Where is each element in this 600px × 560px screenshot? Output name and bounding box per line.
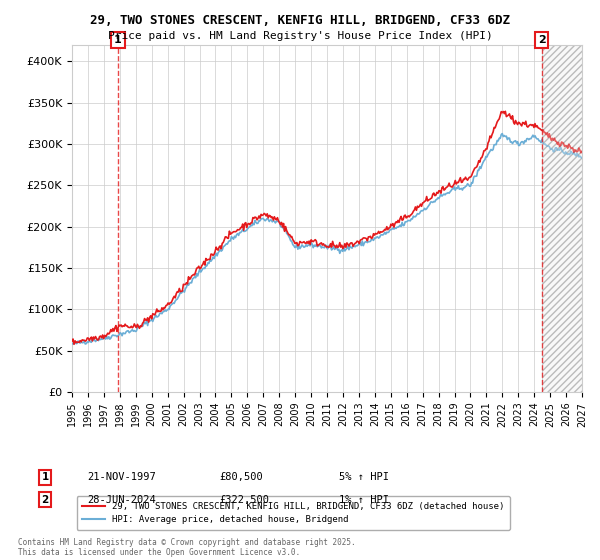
Bar — [542, 45, 582, 392]
Text: £80,500: £80,500 — [219, 472, 263, 482]
Text: 5% ↑ HPI: 5% ↑ HPI — [339, 472, 389, 482]
Text: Contains HM Land Registry data © Crown copyright and database right 2025.
This d: Contains HM Land Registry data © Crown c… — [18, 538, 356, 557]
Text: 1: 1 — [41, 472, 49, 482]
Text: 1: 1 — [114, 35, 122, 45]
Text: 1% ↑ HPI: 1% ↑ HPI — [339, 494, 389, 505]
Text: 21-NOV-1997: 21-NOV-1997 — [87, 472, 156, 482]
Text: Price paid vs. HM Land Registry's House Price Index (HPI): Price paid vs. HM Land Registry's House … — [107, 31, 493, 41]
Legend: 29, TWO STONES CRESCENT, KENFIG HILL, BRIDGEND, CF33 6DZ (detached house), HPI: : 29, TWO STONES CRESCENT, KENFIG HILL, BR… — [77, 497, 509, 530]
Text: 2: 2 — [538, 35, 546, 45]
Text: 2: 2 — [41, 494, 49, 505]
Text: £322,500: £322,500 — [219, 494, 269, 505]
Text: 29, TWO STONES CRESCENT, KENFIG HILL, BRIDGEND, CF33 6DZ: 29, TWO STONES CRESCENT, KENFIG HILL, BR… — [90, 14, 510, 27]
Text: 28-JUN-2024: 28-JUN-2024 — [87, 494, 156, 505]
